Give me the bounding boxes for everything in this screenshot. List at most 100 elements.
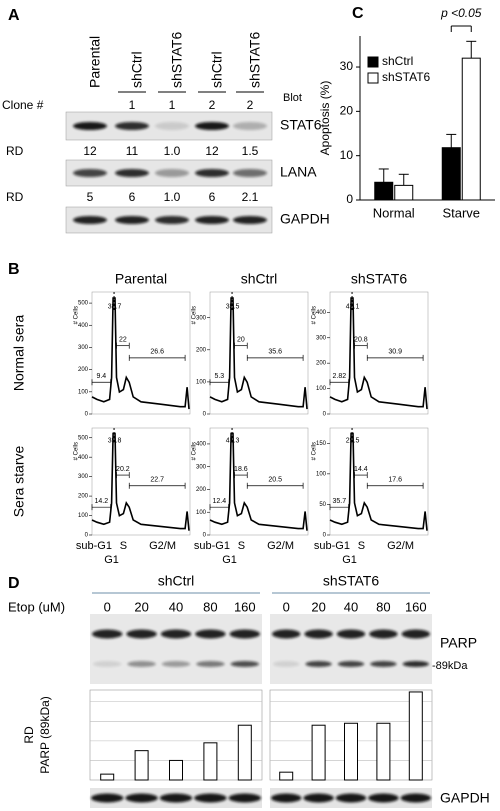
gate-s: 14.4	[354, 466, 368, 473]
legend-swatch	[367, 72, 379, 84]
bar	[279, 771, 294, 781]
group-label: shSTAT6	[323, 573, 379, 589]
y-tick-label: 500	[78, 301, 89, 307]
rd-label: RD	[6, 190, 24, 204]
rd-value: 1.0	[164, 190, 181, 204]
blot-header: Blot	[283, 92, 302, 104]
rd-value: 2.1	[242, 190, 259, 204]
dose-label: 40	[344, 599, 358, 614]
dose-label: 20	[134, 599, 148, 614]
histogram-curve	[91, 297, 190, 410]
x-axis-label: S	[358, 540, 365, 552]
y-tick-label: 200	[316, 361, 327, 367]
x-axis-label: Etop (uM)	[8, 599, 65, 614]
blot-band	[126, 629, 157, 639]
y-tick-label: 100	[316, 386, 327, 392]
gate-sub-g1: 5.3	[214, 373, 224, 380]
gate-sub-g1: 12.4	[212, 498, 226, 505]
y-tick-label: 300	[196, 464, 207, 470]
rd-value: 6	[209, 190, 216, 204]
blot-band	[73, 122, 107, 130]
y-tick-label: 400	[316, 310, 327, 316]
bar	[311, 724, 326, 781]
gate-g2m: 22.7	[150, 477, 164, 484]
x-axis-label: G2/M	[387, 540, 414, 552]
x-axis-label: S	[238, 540, 245, 552]
bar	[374, 181, 394, 201]
histogram-frame	[91, 427, 191, 536]
panel-label: B	[8, 261, 20, 278]
blot-label: STAT6	[280, 117, 322, 133]
y-tick-label: 300	[78, 474, 89, 480]
legend-label: shSTAT6	[382, 70, 431, 84]
rd-value: 12	[205, 144, 219, 158]
blot-band	[115, 122, 149, 130]
group-label: shCtrl	[158, 573, 195, 589]
gate-s: 20.2	[116, 466, 130, 473]
y-tick-label: 300	[316, 335, 327, 341]
histogram-curve	[209, 297, 308, 410]
lane-label: shSTAT6	[169, 32, 185, 88]
column-title: shSTAT6	[351, 271, 407, 287]
dose-label: 20	[311, 599, 325, 614]
lane-label: shSTAT6	[247, 32, 263, 88]
y-axis-label: # Cells	[312, 442, 318, 460]
bar	[461, 57, 481, 201]
blot-band	[304, 629, 333, 639]
blot-band	[400, 793, 431, 803]
blot-band	[271, 793, 302, 803]
blot-band	[195, 122, 229, 130]
x-tick-label: Starve	[442, 205, 480, 220]
rd-value: 12	[83, 144, 97, 158]
blot-band	[195, 216, 229, 224]
y-axis-label: # Cells	[74, 442, 80, 460]
bar	[100, 773, 115, 781]
blot-band	[402, 661, 429, 667]
error-bar	[398, 173, 409, 186]
dose-label: 80	[376, 599, 390, 614]
x-tick-label: Normal	[373, 205, 415, 220]
y-tick-label: 400	[78, 455, 89, 461]
y-axis-label: # Cells	[312, 306, 318, 324]
blot-band	[125, 793, 158, 803]
bar	[134, 750, 149, 781]
y-tick-label: 300	[196, 315, 207, 321]
panel-label: A	[8, 7, 20, 24]
y-tick-label: 150	[316, 441, 327, 447]
blot-band	[73, 169, 107, 177]
y-tick-label: 50	[319, 502, 326, 508]
gate-g2m: 35.6	[268, 349, 282, 356]
gate-g1: 39.8	[108, 438, 122, 445]
gate-g1: 42.1	[346, 303, 360, 310]
x-axis-label: G2/M	[149, 540, 176, 552]
blot-band	[272, 629, 301, 639]
row-label: Normal sera	[11, 315, 27, 391]
blot-band	[195, 169, 229, 177]
legend-swatch	[367, 56, 379, 68]
row-label: Sera starve	[11, 445, 27, 517]
lane-label: shCtrl	[129, 51, 145, 88]
error-bar	[466, 40, 477, 59]
rd-value: 5	[87, 190, 94, 204]
error-bar	[446, 133, 457, 148]
clone-label: Clone #	[2, 98, 44, 112]
column-title: Parental	[115, 271, 167, 287]
gate-sub-g1: 35.7	[332, 498, 346, 505]
blot-band	[337, 661, 365, 667]
bar	[376, 722, 391, 781]
histogram-curve	[329, 297, 428, 410]
blot-band	[155, 122, 189, 130]
y-tick-label: 0	[323, 533, 327, 539]
y-tick-label: 500	[78, 435, 89, 441]
histogram-frame	[209, 291, 309, 415]
y-axis-label: PARP (89kDa)	[38, 696, 52, 774]
lane-label: shCtrl	[209, 51, 225, 88]
gate-s: 22	[119, 337, 127, 344]
x-axis-label: S	[120, 540, 127, 552]
bar	[203, 742, 218, 781]
blot-band	[92, 629, 123, 639]
blot-label: GAPDH	[440, 790, 490, 806]
y-axis-label: RD	[22, 726, 36, 744]
